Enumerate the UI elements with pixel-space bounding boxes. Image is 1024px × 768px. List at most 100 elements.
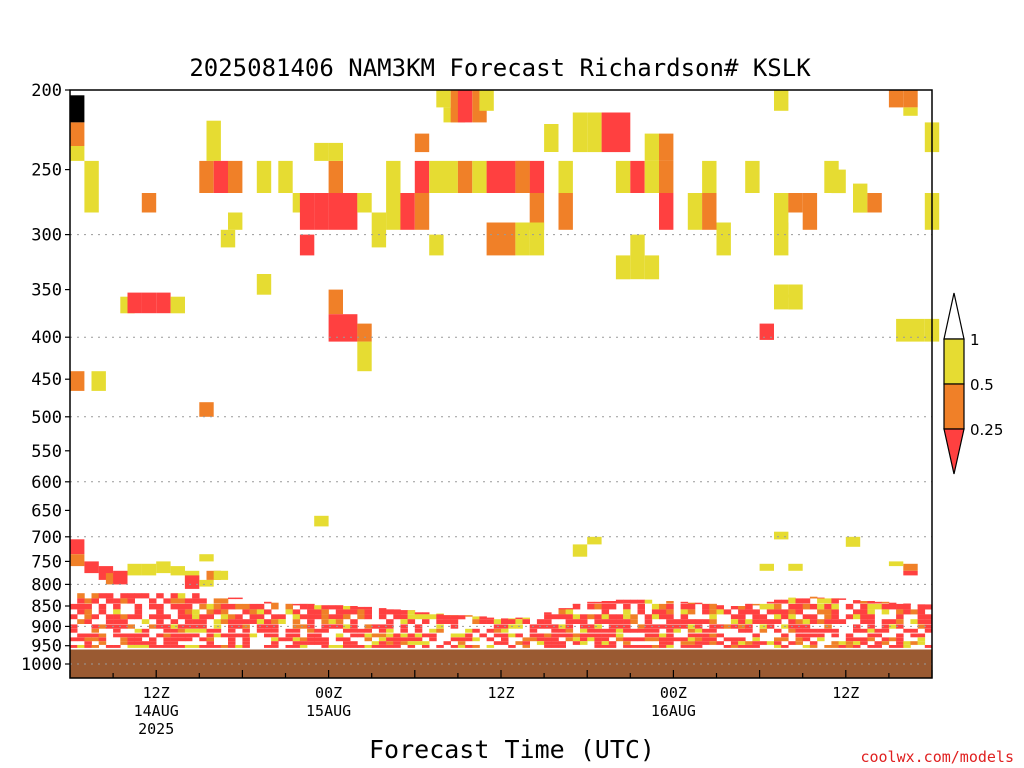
ri-pbl-cell: [572, 637, 581, 642]
ri-cell: [903, 90, 918, 108]
ri-pbl-cell: [623, 641, 631, 645]
ri-pbl-cell: [472, 628, 480, 633]
ri-pbl-cell: [709, 633, 717, 638]
ri-pbl-cell: [328, 624, 337, 629]
ri-pbl-cell: [881, 601, 890, 604]
ri-cell: [299, 193, 315, 230]
ri-pbl-cell: [127, 641, 135, 645]
ri-pbl-cell: [623, 609, 631, 615]
ri-pbl-cell: [709, 614, 717, 620]
ri-pbl-cell: [623, 599, 631, 604]
ri-cell: [558, 193, 573, 230]
ri-pbl-cell: [271, 628, 279, 633]
ri-pbl-cell: [156, 609, 164, 615]
ri-pbl-cell: [795, 598, 803, 604]
ri-pbl-cell: [687, 628, 696, 633]
ri-pbl-cell: [228, 614, 236, 620]
ri-pbl-cell: [838, 641, 847, 645]
ri-pbl-cell: [752, 633, 760, 638]
ri-pbl-cell: [730, 624, 739, 629]
ri-pbl-cell: [292, 645, 301, 648]
ri-pbl-cell: [709, 619, 717, 624]
ri-pbl-cell: [400, 614, 408, 620]
ri-pbl-cell: [874, 641, 882, 645]
ri-pbl-cell: [781, 633, 789, 638]
ri-pbl-cell: [666, 637, 674, 642]
ri-pbl-cell: [630, 645, 638, 648]
ri-pbl-cell: [156, 645, 164, 648]
ri-pbl-cell: [486, 645, 495, 648]
ri-pbl-cell: [163, 624, 171, 629]
ri-pbl-cell: [77, 637, 85, 642]
ri-pbl-cell: [163, 598, 171, 604]
ri-pbl-cell: [644, 619, 653, 624]
ri-pbl-cell: [924, 619, 933, 624]
ri-pbl-cell: [551, 633, 559, 638]
ri-pbl-cell: [371, 633, 380, 638]
ri-pbl-cell: [666, 609, 674, 615]
ri-cell: [501, 160, 516, 193]
ri-cell: [745, 160, 760, 193]
ri-pbl-cell: [450, 645, 459, 648]
ri-pbl-cell: [472, 645, 480, 648]
ri-pbl-cell: [867, 624, 875, 629]
x-tick-label: 15AUG: [306, 702, 351, 720]
ri-cell: [903, 107, 918, 116]
ri-pbl-cell: [781, 614, 789, 620]
ri-pbl-cell: [924, 614, 933, 620]
ri-pbl-cell: [788, 614, 796, 620]
ri-pbl-cell: [256, 619, 265, 624]
ri-pbl-cell: [824, 598, 832, 604]
ri-pbl-cell: [134, 609, 143, 615]
ri-pbl-cell: [738, 619, 746, 624]
credit-link[interactable]: coolwx.com/models: [860, 748, 1014, 766]
ri-pbl-cell: [888, 624, 897, 629]
ri-pbl-cell: [192, 619, 200, 624]
ri-pbl-cell: [91, 633, 99, 638]
ri-pbl-cell: [156, 633, 164, 638]
legend-label: 0.5: [970, 376, 994, 394]
ri-pbl-cell: [350, 628, 358, 633]
ri-pbl-cell: [220, 633, 229, 638]
ri-pbl-cell: [271, 645, 279, 648]
ri-cell: [199, 579, 214, 587]
ri-pbl-cell: [228, 645, 236, 648]
ri-pbl-cell: [235, 619, 243, 624]
ri-pbl-cell: [91, 628, 99, 633]
ri-pbl-cell: [874, 628, 882, 633]
y-tick-label: 400: [31, 328, 62, 348]
ri-pbl-cell: [694, 645, 703, 648]
ri-cell: [788, 193, 803, 213]
ri-pbl-cell: [350, 624, 358, 629]
ri-cell: [515, 222, 530, 256]
ri-pbl-cell: [659, 609, 667, 615]
ri-pbl-cell: [436, 614, 444, 620]
ri-pbl-cell: [788, 609, 796, 615]
ri-pbl-cell: [314, 609, 322, 615]
ri-pbl-cell: [572, 614, 581, 620]
ri-pbl-cell: [888, 602, 897, 605]
ri-pbl-cell: [558, 641, 566, 645]
ri-pbl-cell: [213, 619, 222, 624]
x-axis-label: Forecast Time (UTC): [369, 735, 655, 764]
ri-pbl-cell: [544, 614, 552, 620]
x-tick-label: 14AUG: [134, 702, 179, 720]
ri-pbl-cell: [285, 628, 293, 633]
ri-pbl-cell: [687, 602, 696, 605]
ri-pbl-cell: [795, 633, 803, 638]
ri-pbl-cell: [594, 619, 602, 624]
ri-pbl-cell: [580, 624, 588, 629]
ri-pbl-cell: [759, 614, 768, 620]
ri-pbl-cell: [673, 619, 681, 624]
ri-pbl-cell: [77, 603, 85, 610]
legend-swatch-0.25-0.5: [943, 383, 965, 430]
ri-pbl-cell: [738, 624, 746, 629]
ri-pbl-cell: [307, 633, 315, 638]
ri-pbl-cell: [393, 645, 401, 648]
ri-pbl-cell: [414, 633, 423, 638]
ri-cell: [572, 112, 588, 153]
ri-pbl-cell: [802, 637, 811, 642]
ri-pbl-cell: [386, 624, 394, 629]
ri-cell: [659, 193, 674, 230]
ri-cell: [206, 120, 221, 161]
